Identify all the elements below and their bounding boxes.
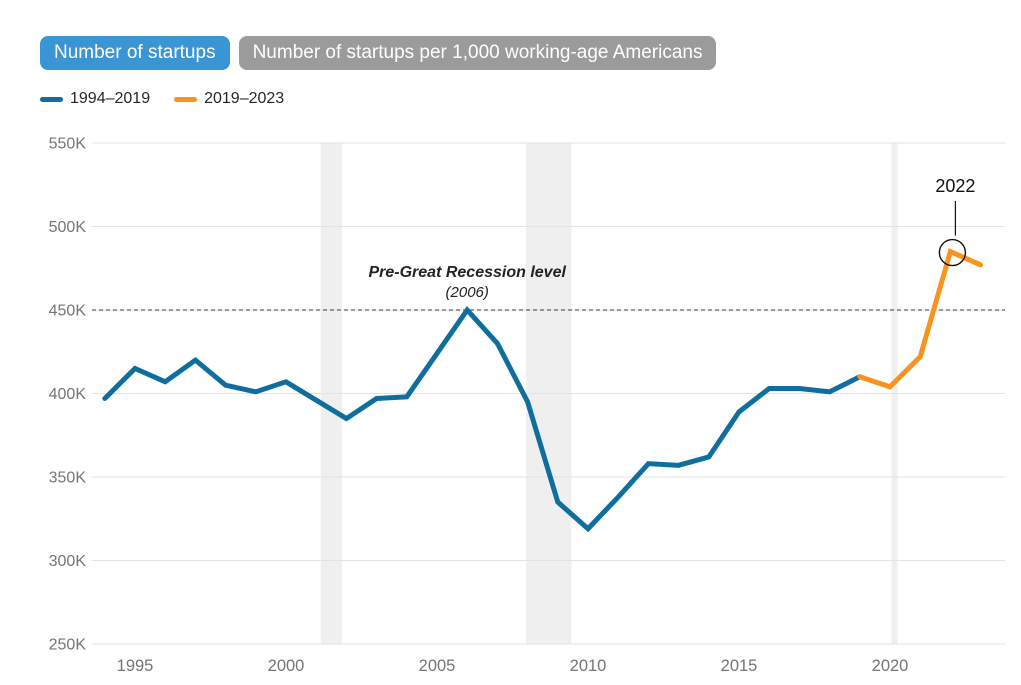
legend: 1994–2019 2019–2023	[40, 90, 284, 108]
y-tick-label: 300K	[49, 553, 87, 570]
y-tick-label: 400K	[49, 386, 87, 403]
x-tick-label: 2005	[419, 657, 456, 675]
toggle-startups-per-1000[interactable]: Number of startups per 1,000 working-age…	[238, 36, 717, 70]
annotation-pre-recession-title: Pre-Great Recession level	[368, 264, 566, 281]
y-tick-label: 550K	[49, 136, 87, 153]
x-tick-label: 2010	[570, 657, 607, 675]
legend-swatch-blue-icon	[40, 96, 63, 102]
callout-circle	[938, 238, 967, 267]
y-tick-label: 350K	[49, 470, 87, 487]
chart-toggle-group: Number of startups Number of startups pe…	[40, 36, 717, 70]
x-tick-label: 2020	[872, 657, 909, 675]
callout-year-label: 2022	[935, 176, 975, 196]
series-line-orange	[857, 248, 984, 390]
y-tick-label: 500K	[49, 219, 87, 236]
series-line-blue	[102, 305, 863, 533]
legend-label: 1994–2019	[70, 90, 151, 107]
x-tick-label: 2015	[721, 657, 758, 675]
y-tick-label: 250K	[49, 637, 87, 654]
annotation-pre-recession-year: (2006)	[446, 284, 489, 301]
y-tick-label: 450K	[49, 303, 87, 320]
x-tick-label: 2000	[268, 657, 305, 675]
legend-item-1994-2019: 1994–2019	[40, 90, 150, 108]
legend-label: 2019–2023	[204, 90, 285, 107]
x-tick-label: 1995	[117, 657, 154, 675]
legend-item-2019-2023: 2019–2023	[174, 90, 284, 108]
legend-swatch-orange-icon	[174, 96, 198, 102]
toggle-number-of-startups[interactable]: Number of startups	[40, 36, 230, 70]
